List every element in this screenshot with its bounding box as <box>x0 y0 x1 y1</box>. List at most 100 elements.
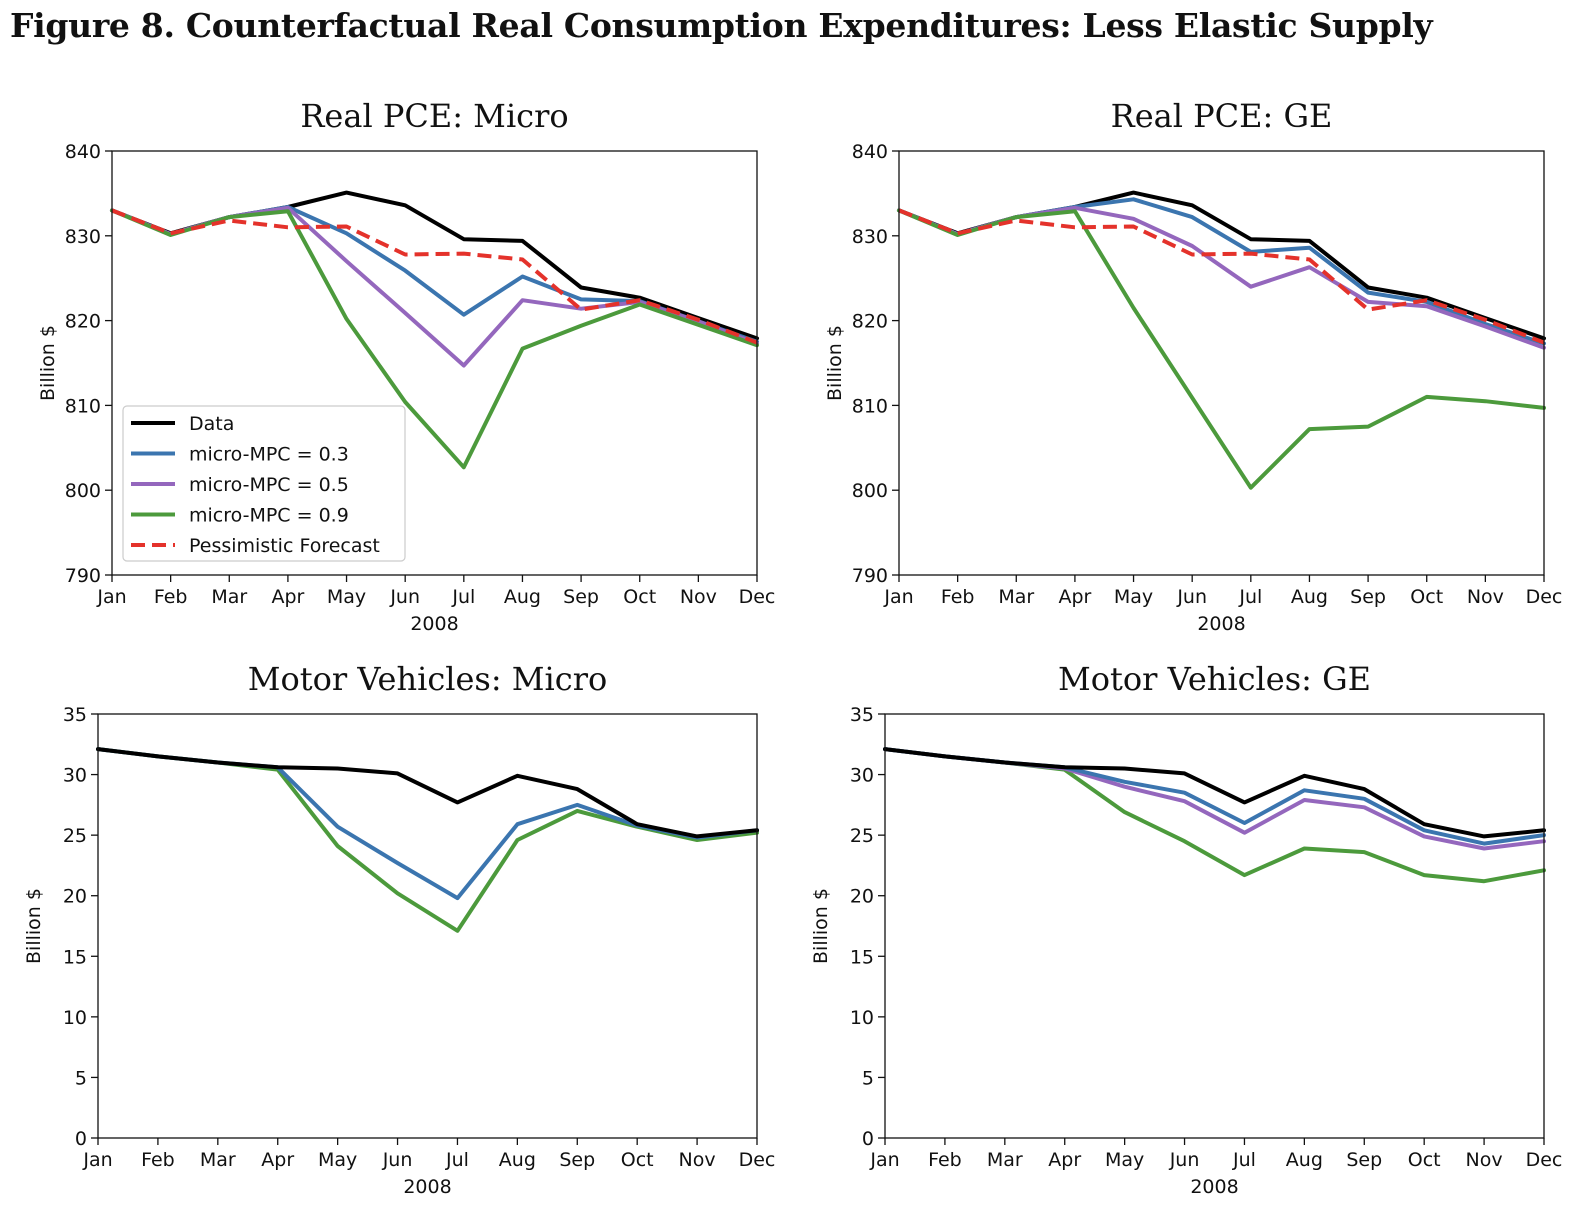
chart1-xtick-label: Oct <box>623 586 656 608</box>
chart1-xtick-label: Mar <box>211 586 247 608</box>
chart4-xtick-label: Nov <box>1466 1149 1503 1171</box>
chart3-xtick-label: May <box>318 1149 357 1171</box>
chart3-xtick-label: Jun <box>382 1149 413 1171</box>
chart3-line-micro-mpc-0-3 <box>96 747 759 901</box>
chart4-ytick-label: 25 <box>850 825 874 847</box>
chart2-xtick-label: Feb <box>941 586 975 608</box>
chart1-xtick-label: Dec <box>739 586 776 608</box>
chart4-xtick-label: Oct <box>1408 1149 1441 1171</box>
chart2-xtick-label: Jun <box>1176 586 1207 608</box>
chart1-line-micro-mpc-0-3 <box>110 205 759 344</box>
chart4-ytick-label: 35 <box>850 704 874 726</box>
chart3-xtick-label: Aug <box>499 1149 536 1171</box>
chart2: Real PCE: GE 790 800 810 820 830 840 Jan Feb Mar A… <box>824 97 1562 635</box>
chart1-line-micro-mpc-0-5 <box>110 205 759 368</box>
chart4-ytick-label: 30 <box>850 765 874 787</box>
chart2-xlabel: 2008 <box>1197 613 1245 635</box>
chart3-xtick-label: Feb <box>141 1149 175 1171</box>
chart3-xtick-label: Sep <box>559 1149 595 1171</box>
chart3-ytick-label: 15 <box>63 946 87 968</box>
chart1-legend-label-pessimistic-forecast: Pessimistic Forecast <box>189 535 380 557</box>
chart4-xtick-label: Feb <box>928 1149 962 1171</box>
chart1-legend-label-micro-mpc-0-9: micro-MPC = 0.9 <box>189 505 349 527</box>
chart3-xtick-label: Jul <box>445 1149 469 1171</box>
chart1: Real PCE: Micro 790 800 810 820 830 840 Jan Feb M… <box>37 97 775 635</box>
chart3-line-data <box>96 747 759 839</box>
chart4-xtick-label: Jan <box>869 1149 899 1171</box>
chart1-xtick-label: Feb <box>154 586 188 608</box>
chart1-title: Real PCE: Micro <box>300 97 568 135</box>
chart3-title: Motor Vehicles: Micro <box>248 660 608 698</box>
chart2-title: Real PCE: GE <box>1111 97 1333 135</box>
chart1-xtick-label: May <box>327 586 366 608</box>
chart4-ylabel: Billion $ <box>810 888 832 964</box>
chart4-xlabel: 2008 <box>1190 1176 1238 1198</box>
chart4-xtick-label: Aug <box>1286 1149 1323 1171</box>
chart2-xtick-label: May <box>1114 586 1153 608</box>
chart3-plot-frame <box>97 713 758 1139</box>
chart1-xtick-label: Jan <box>96 586 126 608</box>
chart1-xtick-label: Nov <box>680 586 717 608</box>
chart1-legend-label-micro-mpc-0-3: micro-MPC = 0.3 <box>189 444 349 466</box>
chart1-ylabel: Billion $ <box>37 325 59 401</box>
chart1-xtick-label: Sep <box>563 586 599 608</box>
chart2-ytick-label: 800 <box>852 480 888 502</box>
chart2-xtick-label: Nov <box>1467 586 1504 608</box>
chart1-xtick-label: Aug <box>504 586 541 608</box>
chart2-xtick-label: Oct <box>1410 586 1443 608</box>
chart1-line-micro-mpc-0-9 <box>110 208 759 470</box>
chart3-ylabel: Billion $ <box>23 888 45 964</box>
chart2-xtick-label: Mar <box>998 586 1034 608</box>
chart4-xtick-label: Jul <box>1232 1149 1256 1171</box>
chart4-ytick-label: 0 <box>862 1128 874 1150</box>
chart4-xtick-label: Jun <box>1169 1149 1200 1171</box>
chart1-legend-label-data: Data <box>189 413 234 435</box>
chart3-series <box>96 747 759 933</box>
chart3-ytick-label: 0 <box>75 1128 87 1150</box>
chart1-ytick-label: 790 <box>65 565 101 587</box>
chart1-xtick-label: Jul <box>451 586 475 608</box>
chart2-xtick-label: Sep <box>1350 586 1386 608</box>
chart1-plot-frame <box>111 150 758 576</box>
chart4-ytick-label: 15 <box>850 946 874 968</box>
chart2-ytick-label: 840 <box>852 141 888 163</box>
chart3-ytick-label: 30 <box>63 765 87 787</box>
chart1-xlabel: 2008 <box>410 613 458 635</box>
chart2-ytick-label: 810 <box>852 395 888 417</box>
chart3: Motor Vehicles: Micro 0 5 10 15 20 25 30 35 Jan Fe… <box>23 660 775 1198</box>
chart3-xlabel: 2008 <box>403 1176 451 1198</box>
chart2-ytick-label: 820 <box>852 311 888 333</box>
chart4: Motor Vehicles: GE 0 5 10 15 20 25 30 35 Jan Feb Ma… <box>810 660 1562 1198</box>
chart2-xtick-label: Jul <box>1238 586 1262 608</box>
chart3-ytick-label: 5 <box>75 1067 87 1089</box>
chart2-xtick-label: Dec <box>1526 586 1563 608</box>
chart1-legend: Data micro-MPC = 0.3 micro-MPC = 0.5 micro-… <box>122 405 406 562</box>
figure-title: Figure 8. Counterfactual Real Consumptio… <box>10 6 1433 45</box>
chart3-ytick-label: 20 <box>63 886 87 908</box>
chart4-xtick-label: Apr <box>1048 1149 1081 1171</box>
chart1-ytick-label: 830 <box>65 226 101 248</box>
chart3-xtick-label: Oct <box>621 1149 654 1171</box>
chart4-xtick-label: Dec <box>1526 1149 1563 1171</box>
chart2-ytick-label: 830 <box>852 226 888 248</box>
chart2-ylabel: Billion $ <box>824 325 846 401</box>
chart4-xtick-label: May <box>1105 1149 1144 1171</box>
chart2-line-micro-mpc-0-5 <box>897 205 1546 350</box>
chart1-ytick-label: 810 <box>65 395 101 417</box>
chart3-ytick-label: 10 <box>63 1007 87 1029</box>
chart2-xtick-label: Apr <box>1058 586 1091 608</box>
chart3-xtick-label: Dec <box>739 1149 776 1171</box>
chart4-line-data <box>883 747 1546 839</box>
chart3-xtick-label: Apr <box>261 1149 294 1171</box>
chart1-ytick-label: 840 <box>65 141 101 163</box>
chart4-plot-frame <box>884 713 1545 1139</box>
chart1-legend-box <box>122 405 406 562</box>
chart2-ytick-label: 790 <box>852 565 888 587</box>
chart3-xtick-label: Jan <box>82 1149 112 1171</box>
chart2-line-pessimistic-forecast <box>898 208 1545 345</box>
chart2-line-micro-mpc-0-9 <box>897 208 1546 490</box>
chart3-line-micro-mpc-0-9 <box>96 747 759 933</box>
chart1-legend-label-micro-mpc-0-5: micro-MPC = 0.5 <box>189 474 349 496</box>
chart3-xtick-label: Mar <box>200 1149 236 1171</box>
